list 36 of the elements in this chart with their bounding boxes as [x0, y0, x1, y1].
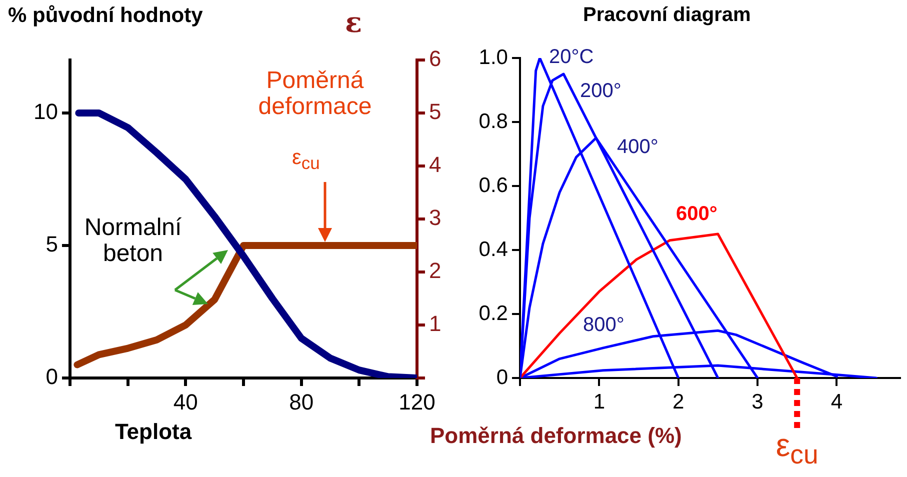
chart-title: % původní hodnoty — [8, 4, 203, 28]
x-tick-label: 3 — [752, 390, 764, 414]
y2-tick-label: 6 — [429, 46, 442, 72]
annotation: ε$_{cu}$ — [292, 146, 320, 174]
chart-title: Pracovní diagram — [583, 4, 751, 26]
y2-tick-label: 3 — [429, 205, 442, 230]
ref-line-label: ε$_{cu}$ — [776, 427, 818, 470]
x-tick-label: 1 — [593, 390, 606, 414]
y2-tick-label: 5 — [429, 99, 442, 124]
y-tick-label: 0.8 — [478, 110, 508, 133]
y-tick-label: 1.0 — [478, 46, 508, 69]
x-axis-title: Teplota — [115, 419, 192, 444]
y2-tick-label: 2 — [429, 258, 442, 284]
y-tick-label: 0.4 — [478, 238, 508, 261]
y-tick-label: 0 — [46, 364, 58, 390]
y-tick-label: 0.2 — [478, 302, 508, 325]
x-tick-label: 120 — [398, 389, 436, 414]
y-tick-label: 0.6 — [478, 174, 508, 197]
y2-axis-title: ε — [345, 6, 362, 39]
y-tick-label: 0 — [496, 366, 508, 389]
y-tick-label: 5 — [46, 232, 58, 257]
x-tick-label: 40 — [173, 389, 198, 414]
y2-tick-label: 1 — [429, 311, 442, 336]
series-label: 400° — [617, 136, 658, 158]
series-label: 20°C — [549, 46, 594, 68]
annotation: Poměrná deformace — [257, 67, 373, 121]
y-tick-label: 10 — [34, 99, 58, 124]
x-tick-label: 2 — [672, 390, 684, 414]
x-tick-label: 80 — [289, 389, 314, 414]
x-tick-label: 4 — [830, 390, 843, 414]
series-label: 200° — [580, 80, 622, 102]
series-label: 800° — [583, 314, 624, 336]
annotation: Normalní beton — [83, 214, 183, 268]
y2-tick-label: 4 — [429, 152, 442, 178]
series-label: 600° — [676, 203, 718, 225]
x-axis-title: Poměrná deformace (%) — [430, 423, 682, 448]
